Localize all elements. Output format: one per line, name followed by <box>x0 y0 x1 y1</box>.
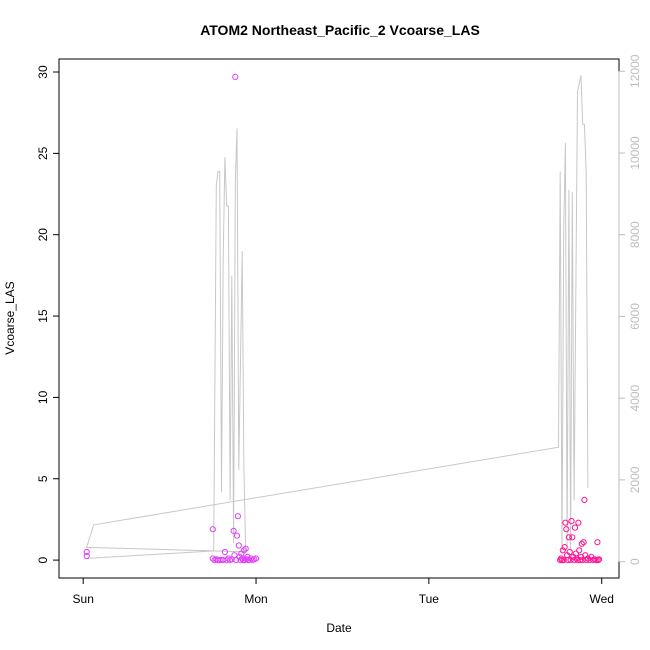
data-point <box>242 545 249 552</box>
data-point <box>560 557 567 564</box>
y-axis-label: Vcoarse_LAS <box>3 281 17 354</box>
data-point <box>594 539 601 546</box>
data-point <box>562 519 569 526</box>
data-point <box>235 542 242 549</box>
data-point <box>580 539 587 546</box>
data-point <box>568 518 575 525</box>
x-axis-tick-label: Tue <box>419 592 440 606</box>
plot-frame <box>58 58 620 579</box>
right-y-axis: 0 2000 4000 6000 8000 10000 12000 <box>618 54 642 565</box>
line-series-path <box>86 75 589 559</box>
data-point <box>578 540 585 547</box>
data-point <box>225 555 232 562</box>
x-axis-label: Date <box>326 621 352 635</box>
data-point <box>240 547 247 554</box>
right-axis-tick-label: 2000 <box>628 466 642 493</box>
right-axis-tick-label: 10000 <box>628 136 642 170</box>
left-axis-tick-label: 30 <box>36 65 50 79</box>
x-axis-tick-label: Wed <box>589 592 613 606</box>
data-point <box>83 552 90 560</box>
left-axis-tick-label: 25 <box>36 146 50 160</box>
data-point <box>233 532 241 539</box>
line-series <box>86 75 589 559</box>
data-point <box>563 526 570 533</box>
x-axis-tick-label: Mon <box>244 592 267 606</box>
data-point <box>237 557 244 564</box>
data-point <box>581 496 588 503</box>
data-point <box>234 513 241 520</box>
data-point <box>565 534 573 541</box>
scatter-series <box>83 73 603 564</box>
data-point <box>244 553 251 560</box>
data-point <box>221 548 228 556</box>
data-point <box>252 555 260 562</box>
data-point <box>558 557 566 564</box>
right-axis-tick-label: 12000 <box>628 54 642 88</box>
data-point <box>230 527 237 534</box>
right-axis-tick-label: 4000 <box>628 385 642 412</box>
data-point <box>593 557 600 564</box>
chart-title: ATOM2 Northeast_Pacific_2 Vcoarse_LAS <box>200 22 480 38</box>
left-axis-tick-label: 15 <box>36 309 50 323</box>
data-point <box>583 557 590 564</box>
data-point <box>566 548 573 556</box>
data-point <box>576 547 583 554</box>
left-axis-tick-label: 10 <box>36 390 50 404</box>
data-point <box>577 557 584 564</box>
x-axis-tick-label: Sun <box>73 592 94 606</box>
data-point <box>569 534 576 541</box>
data-point <box>596 556 603 563</box>
data-point <box>209 526 216 533</box>
data-point <box>564 557 572 564</box>
left-axis-tick-label: 5 <box>36 475 50 482</box>
data-point <box>232 73 239 81</box>
data-point <box>595 557 602 564</box>
data-point <box>559 547 566 554</box>
data-point <box>561 544 568 551</box>
data-point <box>571 524 579 531</box>
data-point <box>83 548 90 556</box>
right-axis-tick-label: 8000 <box>628 221 642 248</box>
left-y-axis: 0 5 10 15 20 25 30 <box>36 65 60 563</box>
right-axis-tick-label: 6000 <box>628 303 642 330</box>
left-axis-tick-label: 0 <box>36 556 50 563</box>
right-axis-tick-label: 0 <box>628 558 642 565</box>
left-axis-tick-label: 20 <box>36 228 50 242</box>
x-axis: Sun Mon Tue Wed <box>73 577 614 606</box>
data-point <box>575 519 582 526</box>
data-point <box>233 557 240 564</box>
